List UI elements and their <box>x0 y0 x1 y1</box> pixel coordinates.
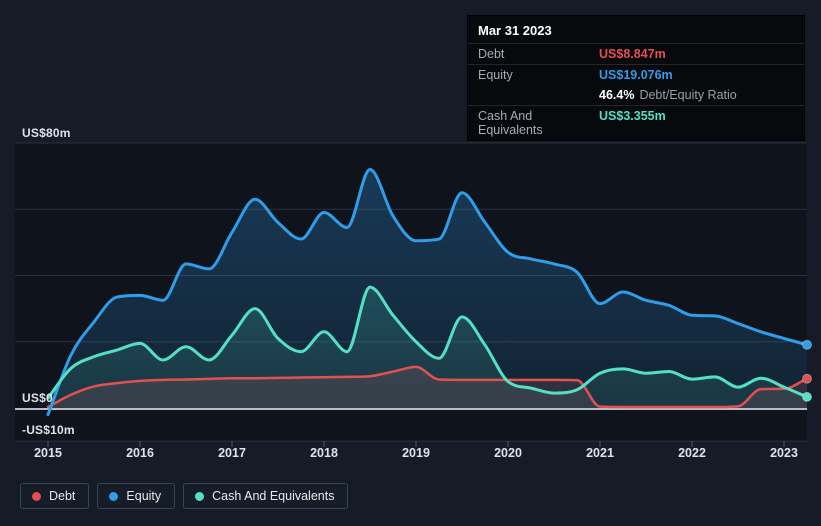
legend-equity-label: Equity <box>126 489 162 503</box>
chart-legend: Debt Equity Cash And Equivalents <box>20 483 349 509</box>
debt-dot-icon <box>32 491 41 501</box>
tooltip-equity-row: Equity US$19.076m <box>468 65 804 85</box>
cash-line <box>46 285 809 400</box>
y-axis-label-80m: US$80m <box>22 126 71 140</box>
debt-line <box>46 365 809 409</box>
x-axis-label-2017: 2017 <box>218 446 246 460</box>
equity-line <box>46 168 809 417</box>
legend-item-equity[interactable]: Equity <box>97 483 176 509</box>
debt-area-fill <box>48 366 807 408</box>
x-axis-label-2015: 2015 <box>34 446 62 460</box>
x-axis-label-2022: 2022 <box>678 446 706 460</box>
legend-cash-label: Cash And Equivalents <box>212 489 335 503</box>
tooltip-debt-value: US$8.847m <box>599 47 666 61</box>
debt-end-dot[interactable] <box>802 373 812 384</box>
tooltip-equity-value: US$19.076m <box>599 68 673 82</box>
y-axis-label-neg10m: -US$10m <box>22 423 75 437</box>
x-axis-label-2018: 2018 <box>310 446 338 460</box>
tooltip-cash-row: Cash And Equivalents US$3.355m <box>468 106 804 140</box>
cash-dot-icon <box>195 491 205 501</box>
x-axis-label-2020: 2020 <box>494 446 522 460</box>
tooltip-debt-row: Debt US$8.847m <box>468 44 804 65</box>
equity-dot-icon <box>109 491 119 501</box>
tooltip-ratio-label: Debt/Equity Ratio <box>639 88 737 102</box>
tooltip-cash-label: Cash And Equivalents <box>478 109 543 137</box>
tooltip-cash-value: US$3.355m <box>599 109 666 123</box>
x-axis-label-2023: 2023 <box>770 446 798 460</box>
cash-end-dot[interactable] <box>802 391 812 402</box>
legend-debt-label: Debt <box>49 489 76 503</box>
y-axis-label-0: US$0 <box>22 391 53 405</box>
tooltip-equity-label: Equity <box>478 68 513 82</box>
legend-item-cash[interactable]: Cash And Equivalents <box>183 483 349 509</box>
tooltip-debt-label: Debt <box>478 47 505 61</box>
x-axis-label-2016: 2016 <box>126 446 154 460</box>
x-axis-label-2019: 2019 <box>402 446 430 460</box>
legend-item-debt[interactable]: Debt <box>20 483 90 509</box>
chart-tooltip: Mar 31 2023 Debt US$8.847m Equity US$19.… <box>467 15 805 141</box>
tooltip-date: Mar 31 2023 <box>468 16 804 44</box>
tooltip-ratio-row: 46.4% Debt/Equity Ratio <box>468 85 804 106</box>
equity-end-dot[interactable] <box>802 339 812 350</box>
tooltip-ratio-value: 46.4% <box>599 88 635 102</box>
x-axis-label-2021: 2021 <box>586 446 614 460</box>
